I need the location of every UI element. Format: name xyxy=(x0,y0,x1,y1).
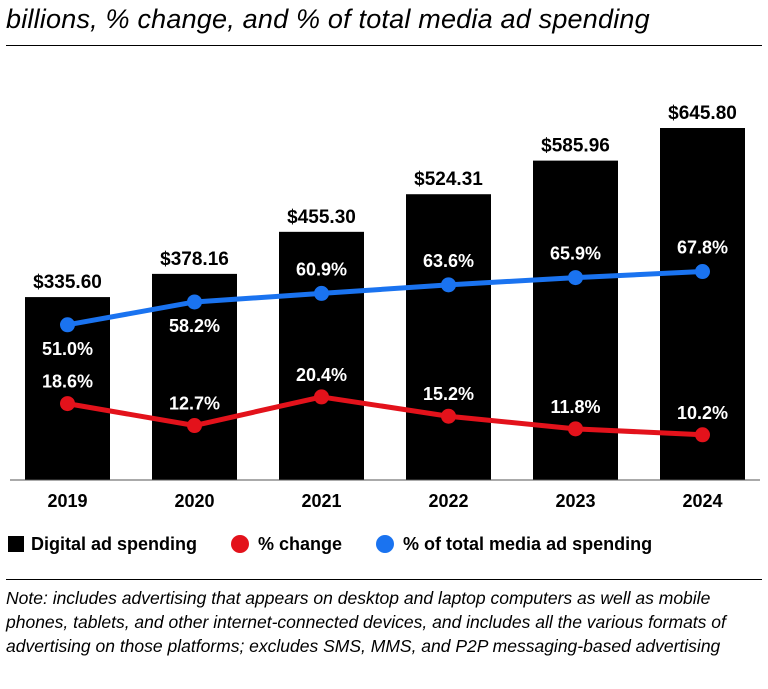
legend-item-percent-change: % change xyxy=(231,534,342,555)
point-percent-change xyxy=(568,421,583,437)
chart-subtitle: billions, % change, and % of total media… xyxy=(6,4,650,34)
footnote: Note: includes advertising that appears … xyxy=(6,588,726,656)
point-label-percent-of-total: 65.9% xyxy=(550,244,601,264)
bar-value-label: $335.60 xyxy=(33,272,102,293)
lines-layer xyxy=(60,264,710,443)
x-tick-label: 2020 xyxy=(174,491,214,511)
legend-label: % of total media ad spending xyxy=(403,533,653,554)
line-percent-of-total xyxy=(65,269,705,328)
legend-swatch-dot xyxy=(231,535,250,553)
x-tick-label: 2022 xyxy=(428,491,468,511)
point-label-percent-of-total: 58.2% xyxy=(169,316,220,336)
point-label-percent-of-total: 51.0% xyxy=(42,339,93,359)
x-axis-ticks: 2019 2020 2021 2022 2023 2024 xyxy=(47,491,722,511)
point-label-percent-of-total: 60.9% xyxy=(296,259,347,279)
point-percent-of-total xyxy=(568,270,583,286)
legend-swatch-square xyxy=(8,536,24,552)
legend-item-percent-of-total: % of total media ad spending xyxy=(376,534,652,555)
x-tick-label: 2019 xyxy=(47,491,87,511)
legend-label: % change xyxy=(258,533,343,554)
bar-value-label: $378.16 xyxy=(160,249,229,270)
bar-value-label: $585.96 xyxy=(541,136,610,157)
point-percent-change xyxy=(441,408,456,424)
legend: Digital ad spending % change % of total … xyxy=(8,531,764,557)
point-label-percent-change: 15.2% xyxy=(423,384,474,404)
x-tick-label: 2023 xyxy=(555,491,595,511)
point-label-percent-of-total: 67.8% xyxy=(677,238,728,258)
bottom-divider xyxy=(6,579,762,580)
legend-swatch-dot xyxy=(376,535,395,553)
labels-layer: $335.60 $378.16 $455.30 $524.31 $585.96 $645.… xyxy=(33,103,737,423)
legend-item-digital-ad-spending: Digital ad spending xyxy=(8,534,197,555)
point-label-percent-change: 18.6% xyxy=(42,372,93,392)
point-percent-change xyxy=(695,427,710,443)
line-percent-change xyxy=(65,394,705,438)
bar-digital-ad-spending xyxy=(279,231,364,480)
legend-label: Digital ad spending xyxy=(31,533,198,554)
point-percent-change xyxy=(60,396,75,412)
point-label-percent-of-total: 63.6% xyxy=(423,251,474,271)
point-label-percent-change: 11.8% xyxy=(550,397,600,417)
point-label-percent-change: 12.7% xyxy=(169,394,220,414)
point-percent-of-total xyxy=(695,264,710,280)
point-label-percent-change: 20.4% xyxy=(296,365,347,385)
bar-value-label: $455.30 xyxy=(287,207,356,228)
bar-digital-ad-spending xyxy=(406,194,491,480)
x-tick-label: 2024 xyxy=(682,491,722,511)
point-percent-change xyxy=(314,389,329,405)
x-tick-label: 2021 xyxy=(301,491,341,511)
combo-chart: $335.60 $378.16 $455.30 $524.31 $585.96 $645.… xyxy=(10,103,760,511)
point-percent-of-total xyxy=(441,277,456,293)
bar-value-label: $645.80 xyxy=(668,103,737,124)
point-percent-of-total xyxy=(187,294,202,310)
point-label-percent-change: 10.2% xyxy=(677,403,728,423)
point-percent-change xyxy=(187,418,202,434)
bar-value-label: $524.31 xyxy=(414,169,483,190)
bar-digital-ad-spending xyxy=(660,128,745,480)
bars-layer xyxy=(25,128,745,480)
point-percent-of-total xyxy=(60,317,75,333)
top-divider xyxy=(6,45,762,46)
point-percent-of-total xyxy=(314,285,329,301)
